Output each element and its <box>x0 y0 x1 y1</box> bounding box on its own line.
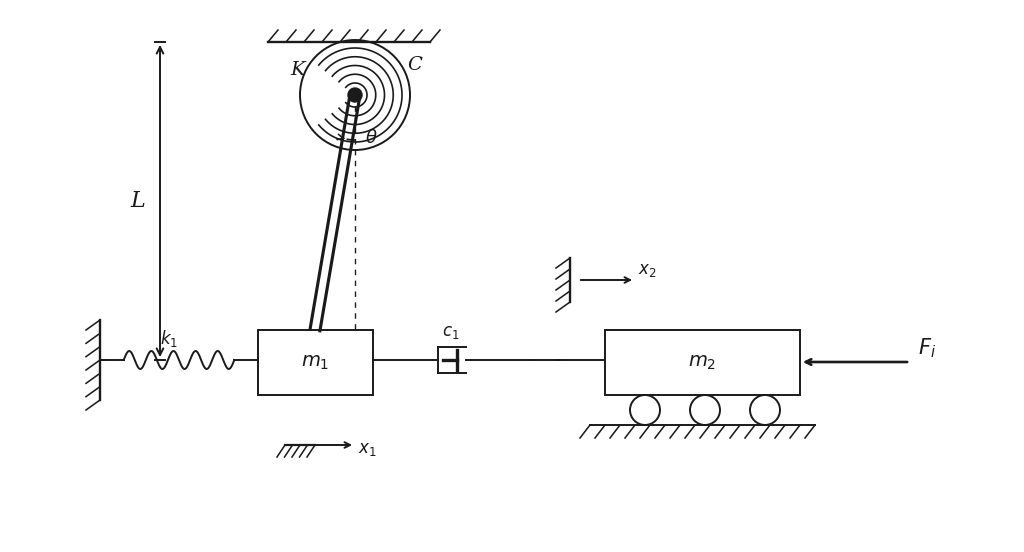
Text: $x_2$: $x_2$ <box>638 262 656 279</box>
Text: $F_i$: $F_i$ <box>918 336 936 359</box>
Text: $m_2$: $m_2$ <box>688 353 717 371</box>
Text: $k_1$: $k_1$ <box>160 328 178 349</box>
Text: $\theta$: $\theta$ <box>365 129 378 147</box>
Bar <box>258 330 373 395</box>
Bar <box>605 330 800 395</box>
Text: $x_1$: $x_1$ <box>358 441 377 458</box>
Text: C: C <box>407 56 422 74</box>
Text: K: K <box>290 61 304 79</box>
Circle shape <box>348 88 362 102</box>
Text: L: L <box>131 190 145 212</box>
Text: $m_1$: $m_1$ <box>301 353 330 371</box>
Text: $c_1$: $c_1$ <box>441 324 459 341</box>
